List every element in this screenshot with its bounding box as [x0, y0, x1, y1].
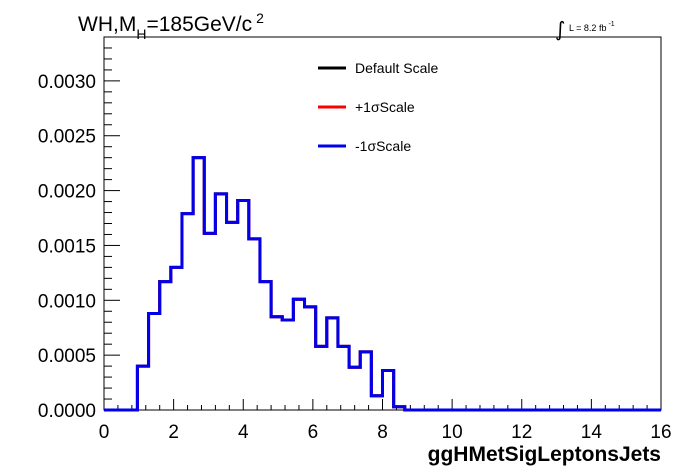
y-tick-label: 0.0000 [38, 401, 96, 422]
x-tick-label: 16 [650, 422, 671, 443]
plot-frame [103, 36, 662, 411]
y-axis: 0.0000 0.0005 0.0010 0.0015 0.0020 0.0025 0.00… [38, 36, 120, 422]
lumi-integral-sign: ∫ [555, 17, 565, 41]
y-tick-label: 0.0015 [38, 236, 96, 257]
legend-label: -1σScale [355, 138, 411, 154]
x-tick-label: 2 [168, 422, 179, 443]
x-axis: 0 2 4 6 8 10 12 14 16 [99, 399, 672, 443]
x-tick-label: 8 [377, 422, 388, 443]
x-tick-label: 0 [99, 422, 110, 443]
legend-label: Default Scale [355, 60, 438, 76]
x-tick-label: 14 [581, 422, 603, 443]
series-layer [104, 156, 661, 412]
lumi-text: L = 8.2 fb [569, 23, 606, 33]
legend-label: +1σScale [355, 99, 415, 115]
x-axis-title: ggHMetSigLeptonsJets [428, 443, 661, 466]
y-tick-label: 0.0005 [38, 346, 96, 367]
series-line-2 [104, 156, 661, 412]
lumi-superscript: -1 [608, 21, 614, 28]
legend: Default Scale +1σScale -1σScale [318, 60, 438, 154]
title-subscript: H [136, 26, 146, 42]
x-tick-label: 10 [442, 422, 463, 443]
x-tick-label: 4 [238, 422, 249, 443]
title-superscript: 2 [256, 10, 264, 26]
y-tick-label: 0.0010 [38, 291, 96, 312]
chart-title: WH,MH=185GeV/c 2 [78, 10, 264, 42]
x-tick-label: 6 [308, 422, 319, 443]
title-middle: =185GeV/c [146, 13, 252, 36]
x-tick-label: 12 [511, 422, 532, 443]
y-tick-label: 0.0025 [38, 127, 96, 148]
y-tick-label: 0.0020 [38, 182, 96, 203]
title-prefix: WH,M [78, 13, 136, 36]
lumi-label: L = 8.2 fb -1 [569, 21, 615, 33]
y-tick-label: 0.0030 [38, 72, 96, 93]
